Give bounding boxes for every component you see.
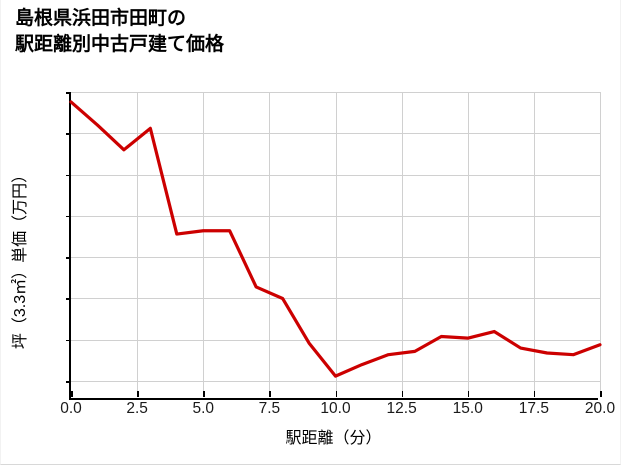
x-tick-label: 5.0 xyxy=(192,400,215,417)
x-tick-label: 12.5 xyxy=(386,400,417,417)
x-tick-label: 15.0 xyxy=(452,400,483,417)
x-tick-mark xyxy=(335,391,338,397)
x-tick-mark xyxy=(467,391,470,397)
page-title: 島根県浜田市田町の 駅距離別中古戸建て価格 xyxy=(15,8,225,56)
x-tick-mark xyxy=(203,391,205,397)
y-tick-mark xyxy=(66,174,71,177)
x-tick-mark xyxy=(600,391,602,397)
x-tick-mark xyxy=(533,391,536,397)
gridline-vertical xyxy=(335,92,337,391)
data-series-line xyxy=(69,100,602,378)
x-tick-label: 17.5 xyxy=(518,400,549,417)
gridline-vertical xyxy=(401,92,403,391)
x-tick-label: 2.5 xyxy=(126,400,148,417)
x-axis-title: 駅距離（分） xyxy=(285,430,382,447)
x-tick-mark xyxy=(269,391,271,397)
gridline-vertical xyxy=(533,92,535,391)
y-tick-mark xyxy=(66,92,71,94)
x-tick-label: 7.5 xyxy=(258,400,281,417)
gridline-vertical xyxy=(600,92,601,391)
y-tick-mark xyxy=(66,339,71,342)
gridline-vertical xyxy=(269,92,271,391)
plot-area: 26.5026.7527.0027.2527.5027.7528.0028.25… xyxy=(60,92,615,417)
y-tick-mark xyxy=(66,257,71,259)
y-tick-mark xyxy=(66,133,71,135)
y-tick-mark xyxy=(66,215,71,218)
x-tick-mark xyxy=(137,391,139,397)
gridline-vertical xyxy=(467,92,469,391)
x-tick-label: 20.0 xyxy=(584,400,616,417)
y-axis-title: 坪（3.3㎡）単価（万円） xyxy=(12,166,29,350)
x-tick-mark xyxy=(401,391,404,397)
y-tick-mark xyxy=(66,381,71,383)
x-tick-label: 10.0 xyxy=(320,400,351,417)
x-tick-label: 0.0 xyxy=(60,400,82,417)
x-tick-mark xyxy=(71,391,73,397)
y-tick-mark xyxy=(66,298,71,301)
gridline-vertical xyxy=(203,92,205,391)
gridline-vertical xyxy=(137,92,139,391)
